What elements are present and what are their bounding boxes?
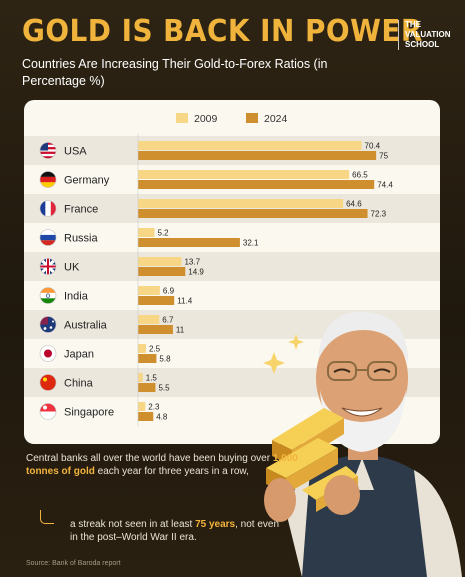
- category-label: Germany: [64, 175, 110, 187]
- flag-border: [39, 171, 57, 188]
- china-flag-icon: [40, 374, 56, 391]
- russia-flag-icon: [40, 229, 56, 246]
- category-label: China: [64, 378, 94, 390]
- bar-2009: [138, 170, 350, 179]
- flag-border: [39, 403, 57, 420]
- flag-border: [39, 258, 57, 275]
- bar-2009: [138, 199, 344, 208]
- bar-2024: [138, 151, 377, 160]
- france-flag-icon: [40, 200, 56, 217]
- bar-value-label: 66.5: [352, 171, 368, 180]
- bar-value-label: 2.5: [149, 345, 161, 354]
- bar-2024: [138, 209, 368, 218]
- uk-flag-icon: [40, 258, 56, 275]
- bar-2024: [138, 412, 154, 421]
- legend-swatch-2009: [176, 113, 188, 123]
- bar-2024: [138, 238, 240, 247]
- bar-2024: [138, 325, 173, 334]
- singapore-flag-icon: [40, 403, 56, 420]
- bar-2024: [138, 354, 157, 363]
- bar-2009: [138, 402, 146, 411]
- arrow-icon: [40, 510, 54, 524]
- bar-value-label: 5.5: [158, 384, 170, 393]
- category-label: Russia: [64, 233, 99, 245]
- bar-value-label: 5.2: [158, 229, 170, 238]
- info-text-part: each year for three years in a row,: [94, 466, 249, 477]
- flag-border: [39, 287, 57, 304]
- chart-card: 2009 2024 USA 70.4 75 Germany 66.5 74.4 France 64…: [24, 100, 440, 444]
- row-band: [24, 194, 440, 223]
- flag-border: [39, 374, 57, 391]
- bar-2009: [138, 344, 146, 353]
- bar-value-label: 74.4: [377, 181, 393, 190]
- info-text-secondary: a streak not seen in at least 75 years, …: [48, 518, 288, 544]
- bar-value-label: 13.7: [184, 258, 200, 267]
- bar-value-label: 70.4: [365, 142, 381, 151]
- info-text-part: , not even in the post–World War II era.: [70, 519, 280, 543]
- bar-value-label: 6.7: [162, 316, 174, 325]
- us-flag-icon: [40, 142, 56, 159]
- bar-chart: 2009 2024 USA 70.475 Germany 66.5 74.4 France 64…: [24, 113, 440, 426]
- info-text-part: Central banks all over the world have be…: [26, 453, 273, 464]
- japan-flag-icon: [40, 345, 56, 362]
- row-band: [24, 136, 440, 165]
- bar-2024: [138, 267, 186, 276]
- page-subtitle: Countries Are Increasing Their Gold-to-F…: [22, 57, 328, 88]
- bar-value-label: 14.9: [188, 268, 204, 277]
- bar-value-label: 4.8: [156, 413, 168, 422]
- bar-2024: [138, 180, 375, 189]
- legend-swatch-2024: [246, 113, 258, 123]
- source-note: Source: Bank of Baroda report: [26, 560, 121, 567]
- bar-2024: [138, 383, 156, 392]
- bar-2009: [138, 257, 182, 266]
- bar-value-label: 32.1: [243, 239, 259, 248]
- india-flag-icon: [40, 287, 56, 304]
- bar-value-label: 11: [176, 326, 185, 335]
- info-text-part: a streak not seen in at least: [70, 519, 196, 530]
- australia-flag-icon: [40, 316, 56, 333]
- bar-value-label: 11.4: [177, 297, 193, 306]
- category-label: India: [64, 291, 89, 303]
- info-text: Central banks all over the world have be…: [26, 452, 306, 478]
- bar-value-label: 2.3: [148, 403, 160, 412]
- legend-label-2009: 2009: [194, 113, 218, 125]
- category-label: USA: [64, 146, 87, 158]
- page-title: GOLD IS BACK IN POWER: [22, 14, 423, 49]
- flag-border: [39, 345, 57, 362]
- category-label: Singapore: [64, 407, 114, 419]
- brand-logo: THE VALUATION SCHOOL: [398, 20, 460, 50]
- man-holding-gold-illustration: [263, 311, 462, 577]
- info-highlight-years: 75 years: [195, 519, 236, 530]
- bar-2009: [138, 228, 155, 237]
- bar-value-label: 5.8: [159, 355, 171, 364]
- brand-line: THE: [405, 20, 421, 29]
- row-band: [24, 252, 440, 281]
- category-label: France: [64, 204, 98, 216]
- bar-2009: [138, 141, 362, 150]
- bar-value-label: 6.9: [163, 287, 175, 296]
- bar-value-label: 75: [379, 152, 388, 161]
- bar-value-label: 1.5: [146, 374, 158, 383]
- bar-2009: [138, 315, 160, 324]
- brand-line: VALUATION: [405, 30, 451, 39]
- info-highlight-tonnes: 1,000 tonnes of gold: [26, 453, 298, 477]
- category-label: Australia: [64, 320, 108, 332]
- bar-2024: [138, 296, 175, 305]
- flag-border: [39, 316, 57, 333]
- bar-2009: [138, 373, 143, 382]
- category-label: UK: [64, 262, 80, 274]
- flag-border: [39, 229, 57, 246]
- flag-border: [39, 200, 57, 217]
- flag-border: [39, 142, 57, 159]
- legend-label-2024: 2024: [264, 113, 288, 125]
- category-label: Japan: [64, 349, 94, 361]
- bar-value-label: 64.6: [346, 200, 362, 209]
- brand-line: SCHOOL: [405, 40, 440, 49]
- bar-value-label: 72.3: [371, 210, 387, 219]
- bar-2009: [138, 286, 160, 295]
- germany-flag-icon: [40, 171, 56, 188]
